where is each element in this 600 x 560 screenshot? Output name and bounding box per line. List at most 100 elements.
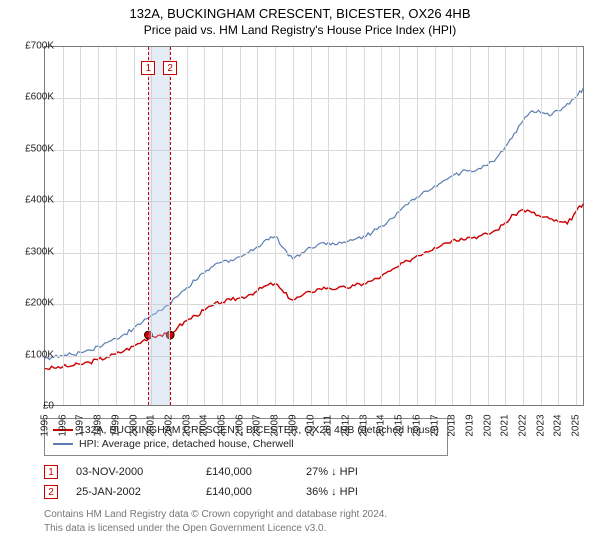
x-axis-label: 2007 bbox=[252, 414, 263, 436]
gridline-v bbox=[98, 47, 99, 405]
x-axis-label: 2000 bbox=[128, 414, 139, 436]
gridline-v bbox=[187, 47, 188, 405]
x-axis-label: 2014 bbox=[376, 414, 387, 436]
chart-title: 132A, BUCKINGHAM CRESCENT, BICESTER, OX2… bbox=[0, 6, 600, 21]
y-axis-label: £200K bbox=[25, 298, 54, 309]
chart-title-block: 132A, BUCKINGHAM CRESCENT, BICESTER, OX2… bbox=[0, 0, 600, 37]
legend-label: HPI: Average price, detached house, Cher… bbox=[79, 438, 294, 450]
x-axis-label: 2010 bbox=[305, 414, 316, 436]
gridline-v bbox=[488, 47, 489, 405]
x-axis-label: 2016 bbox=[411, 414, 422, 436]
gridline-v bbox=[116, 47, 117, 405]
x-axis-label: 1997 bbox=[75, 414, 86, 436]
gridline-v bbox=[417, 47, 418, 405]
legend-row: HPI: Average price, detached house, Cher… bbox=[53, 437, 439, 451]
x-axis-label: 2008 bbox=[270, 414, 281, 436]
x-axis-label: 2001 bbox=[146, 414, 157, 436]
sale-price: £140,000 bbox=[206, 486, 306, 498]
gridline-v bbox=[204, 47, 205, 405]
gridline-h bbox=[45, 98, 583, 99]
x-axis-label: 1995 bbox=[40, 414, 51, 436]
gridline-v bbox=[452, 47, 453, 405]
x-axis-label: 2023 bbox=[535, 414, 546, 436]
x-axis-label: 2021 bbox=[500, 414, 511, 436]
gridline-v bbox=[346, 47, 347, 405]
gridline-v bbox=[311, 47, 312, 405]
gridline-v bbox=[576, 47, 577, 405]
footer-line: This data is licensed under the Open Gov… bbox=[44, 522, 590, 536]
gridline-v bbox=[63, 47, 64, 405]
footer-attribution: Contains HM Land Registry data © Crown c… bbox=[44, 508, 590, 535]
gridline-v bbox=[328, 47, 329, 405]
table-row: 1 03-NOV-2000 £140,000 27% ↓ HPI bbox=[44, 462, 386, 482]
x-axis-label: 1996 bbox=[57, 414, 68, 436]
series-hpi bbox=[45, 88, 583, 359]
sale-marker-box: 2 bbox=[163, 61, 177, 75]
series-property bbox=[45, 204, 583, 370]
sale-index-box: 2 bbox=[44, 485, 58, 499]
footer-line: Contains HM Land Registry data © Crown c… bbox=[44, 508, 590, 522]
gridline-h bbox=[45, 304, 583, 305]
gridline-v bbox=[257, 47, 258, 405]
sale-price: £140,000 bbox=[206, 466, 306, 478]
chart-series-svg bbox=[45, 47, 585, 407]
gridline-v bbox=[293, 47, 294, 405]
sale-delta: 27% ↓ HPI bbox=[306, 466, 386, 478]
gridline-v bbox=[381, 47, 382, 405]
gridline-v bbox=[541, 47, 542, 405]
y-axis-label: £400K bbox=[25, 195, 54, 206]
gridline-h bbox=[45, 201, 583, 202]
sale-marker-box: 1 bbox=[141, 61, 155, 75]
chart-subtitle: Price paid vs. HM Land Registry's House … bbox=[0, 23, 600, 37]
gridline-h bbox=[45, 253, 583, 254]
x-axis-label: 2004 bbox=[199, 414, 210, 436]
x-axis-label: 2025 bbox=[571, 414, 582, 436]
gridline-v bbox=[80, 47, 81, 405]
gridline-v bbox=[134, 47, 135, 405]
x-axis-label: 2022 bbox=[518, 414, 529, 436]
gridline-v bbox=[558, 47, 559, 405]
gridline-v bbox=[505, 47, 506, 405]
gridline-v bbox=[275, 47, 276, 405]
x-axis-label: 2012 bbox=[341, 414, 352, 436]
gridline-v bbox=[240, 47, 241, 405]
x-axis-label: 1999 bbox=[110, 414, 121, 436]
x-axis-label: 2006 bbox=[234, 414, 245, 436]
y-axis-label: £100K bbox=[25, 349, 54, 360]
gridline-v bbox=[523, 47, 524, 405]
y-axis-label: £0 bbox=[43, 401, 54, 412]
x-axis-label: 2011 bbox=[323, 415, 334, 437]
x-axis-label: 1998 bbox=[93, 414, 104, 436]
chart-legend: 132A, BUCKINGHAM CRESCENT, BICESTER, OX2… bbox=[44, 418, 448, 456]
x-axis-label: 2013 bbox=[358, 414, 369, 436]
sale-delta: 36% ↓ HPI bbox=[306, 486, 386, 498]
y-axis-label: £300K bbox=[25, 246, 54, 257]
gridline-v bbox=[222, 47, 223, 405]
x-axis-label: 2020 bbox=[482, 414, 493, 436]
legend-swatch-hpi bbox=[53, 443, 73, 445]
y-axis-label: £600K bbox=[25, 92, 54, 103]
sale-date: 25-JAN-2002 bbox=[76, 486, 206, 498]
x-axis-label: 2024 bbox=[553, 414, 564, 436]
chart-plot-area: 12 bbox=[44, 46, 584, 406]
y-axis-label: £700K bbox=[25, 41, 54, 52]
x-axis-label: 2017 bbox=[429, 414, 440, 436]
x-axis-label: 2003 bbox=[181, 414, 192, 436]
x-axis-label: 2019 bbox=[465, 414, 476, 436]
gridline-v bbox=[399, 47, 400, 405]
gridline-v bbox=[364, 47, 365, 405]
table-row: 2 25-JAN-2002 £140,000 36% ↓ HPI bbox=[44, 482, 386, 502]
gridline-h bbox=[45, 356, 583, 357]
sale-band-edge bbox=[170, 47, 171, 405]
sales-table: 1 03-NOV-2000 £140,000 27% ↓ HPI 2 25-JA… bbox=[44, 462, 386, 502]
gridline-v bbox=[435, 47, 436, 405]
x-axis-label: 2005 bbox=[217, 414, 228, 436]
x-axis-label: 2009 bbox=[287, 414, 298, 436]
gridline-h bbox=[45, 150, 583, 151]
x-axis-label: 2002 bbox=[164, 414, 175, 436]
sale-date: 03-NOV-2000 bbox=[76, 466, 206, 478]
gridline-v bbox=[470, 47, 471, 405]
y-axis-label: £500K bbox=[25, 143, 54, 154]
sale-index-box: 1 bbox=[44, 465, 58, 479]
sale-band-edge bbox=[148, 47, 149, 405]
